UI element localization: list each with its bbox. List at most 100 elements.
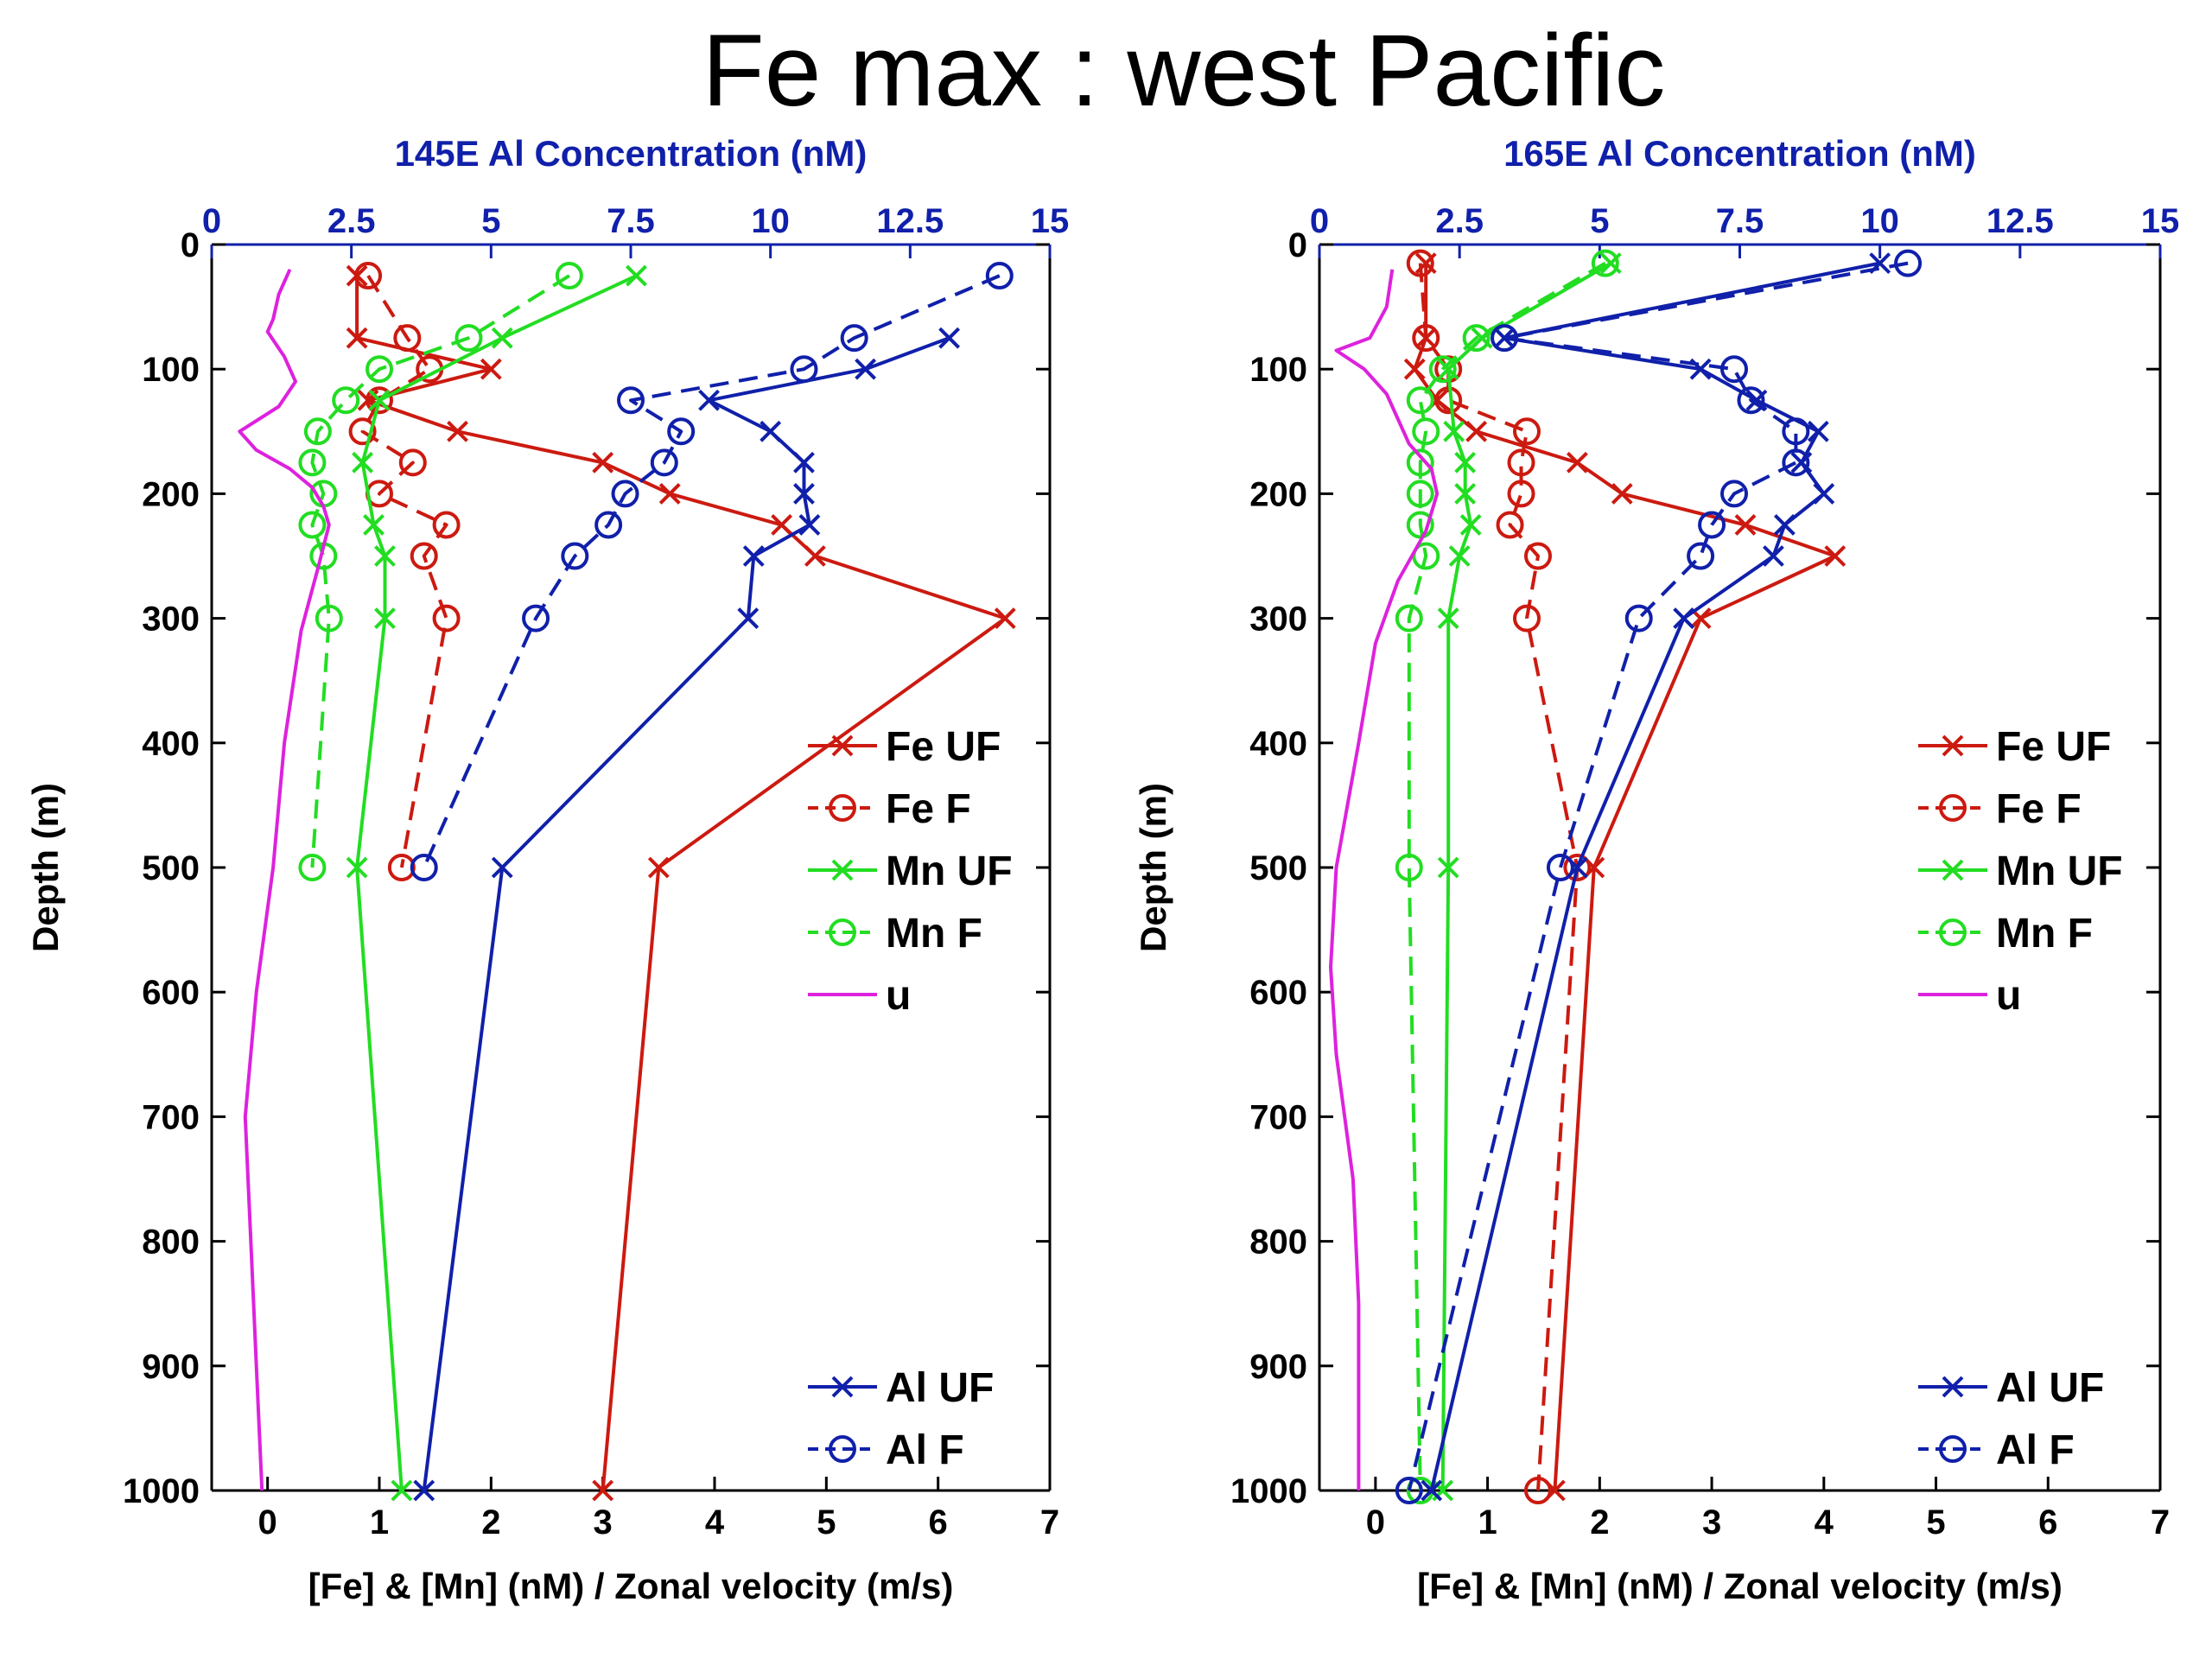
legend-marker	[1942, 859, 1964, 881]
data-point-x	[413, 1479, 435, 1502]
data-point-x	[374, 607, 396, 630]
x-tick-label: 6	[2038, 1503, 2057, 1541]
data-point-circle	[840, 324, 868, 353]
data-point-circle	[1782, 448, 1810, 477]
data-point-x	[1763, 545, 1784, 567]
data-point-x	[1454, 482, 1477, 505]
data-point-circle	[432, 604, 461, 632]
data-point-circle	[1546, 854, 1574, 881]
x-tick-label: 2	[1590, 1503, 1609, 1541]
data-point-x	[1437, 607, 1459, 630]
series-line	[355, 276, 1007, 1491]
data-point-x	[1403, 358, 1426, 380]
legend-label: Fe UF	[1996, 724, 2111, 770]
x-tick-label: 1	[1478, 1503, 1497, 1541]
data-point-x	[798, 514, 821, 536]
legend-label: Mn UF	[1996, 849, 2123, 894]
data-point-circle	[1507, 448, 1535, 477]
data-point-circle	[1395, 604, 1423, 632]
x-tick-label: 5	[817, 1503, 836, 1541]
top-tick-label: 2.5	[327, 202, 376, 240]
data-point-circle	[1412, 324, 1440, 353]
legend-marker	[831, 1376, 854, 1398]
y-tick-label: 300	[142, 601, 200, 639]
data-point-x	[1813, 482, 1835, 505]
legend-label: u	[1996, 973, 2021, 1019]
y-tick-label: 200	[1249, 475, 1307, 513]
legend-label: Mn F	[1996, 911, 2093, 957]
data-point-circle	[298, 854, 327, 881]
x-tick-label: 5	[1926, 1503, 1945, 1541]
data-point-x	[760, 420, 782, 442]
data-point-circle	[617, 386, 645, 415]
data-point-x	[1566, 451, 1588, 474]
data-point-circle	[365, 386, 393, 415]
data-point-circle	[555, 262, 583, 290]
data-point-x	[626, 264, 647, 287]
data-point-circle	[1395, 854, 1423, 881]
legend-marker	[1942, 1376, 1964, 1398]
legend-label: u	[886, 973, 911, 1019]
series-line	[422, 274, 1001, 868]
data-point-circle	[1782, 417, 1810, 446]
data-point-x	[1493, 327, 1516, 349]
data-point-circle	[985, 262, 1014, 290]
data-point-circle	[315, 604, 343, 632]
data-point-x	[592, 451, 614, 474]
data-point-x	[1459, 514, 1482, 536]
data-point-circle	[1523, 542, 1552, 570]
y-tick-label: 0	[181, 226, 200, 264]
page-title: Fe max : west Pacific	[702, 14, 1666, 128]
data-point-circle	[1406, 511, 1434, 539]
data-point-circle	[1406, 448, 1434, 477]
data-point-x	[771, 514, 793, 536]
bottom-axis-title: [Fe] & [Mn] (nM) / Zonal velocity (m/s)	[308, 1566, 954, 1606]
data-point-x	[1773, 514, 1796, 536]
data-point-circle	[365, 355, 393, 384]
y-tick-label: 700	[142, 1098, 200, 1136]
data-point-x	[491, 327, 513, 349]
data-point-circle	[387, 854, 416, 881]
legend-label: Fe F	[886, 786, 971, 832]
y-axis-title: Depth (m)	[25, 783, 66, 952]
x-tick-label: 6	[929, 1503, 948, 1541]
y-tick-label: 200	[142, 475, 200, 513]
data-point-circle	[1496, 511, 1524, 539]
legend-marker	[1939, 918, 1967, 946]
top-tick-label: 0	[202, 202, 221, 240]
data-point-circle	[298, 511, 327, 539]
x-tick-label: 0	[258, 1503, 277, 1541]
data-point-x	[391, 1479, 413, 1502]
y-tick-label: 900	[1249, 1348, 1307, 1386]
x-tick-label: 3	[594, 1503, 613, 1541]
data-point-circle	[1720, 355, 1749, 384]
data-point-circle	[398, 448, 427, 477]
series-line	[1429, 261, 1881, 1491]
data-point-circle	[332, 386, 360, 415]
data-point-circle	[298, 448, 327, 477]
y-tick-label: 700	[1249, 1098, 1307, 1136]
legend-marker	[829, 1435, 856, 1463]
top-tick-label: 7.5	[1716, 202, 1764, 240]
data-point-circle	[1507, 480, 1535, 508]
y-tick-label: 100	[142, 351, 200, 389]
legend-label: Fe F	[1996, 786, 2082, 832]
legend-marker	[1939, 1435, 1967, 1463]
data-point-x	[1437, 856, 1459, 879]
x-tick-label: 3	[1702, 1503, 1721, 1541]
legend-label: Fe UF	[886, 724, 1001, 770]
y-tick-label: 600	[1249, 974, 1307, 1012]
x-tick-label: 4	[1815, 1503, 1834, 1541]
y-tick-label: 100	[1249, 351, 1307, 389]
top-tick-label: 7.5	[607, 202, 655, 240]
data-point-circle	[611, 480, 639, 508]
data-point-circle	[1624, 604, 1653, 632]
legend-marker	[1942, 734, 1964, 757]
data-point-circle	[1491, 324, 1519, 353]
top-tick-label: 2.5	[1435, 202, 1484, 240]
data-point-circle	[1737, 386, 1765, 415]
data-point-circle	[1563, 854, 1592, 881]
data-point-x	[1454, 451, 1477, 474]
data-point-circle	[667, 417, 696, 446]
